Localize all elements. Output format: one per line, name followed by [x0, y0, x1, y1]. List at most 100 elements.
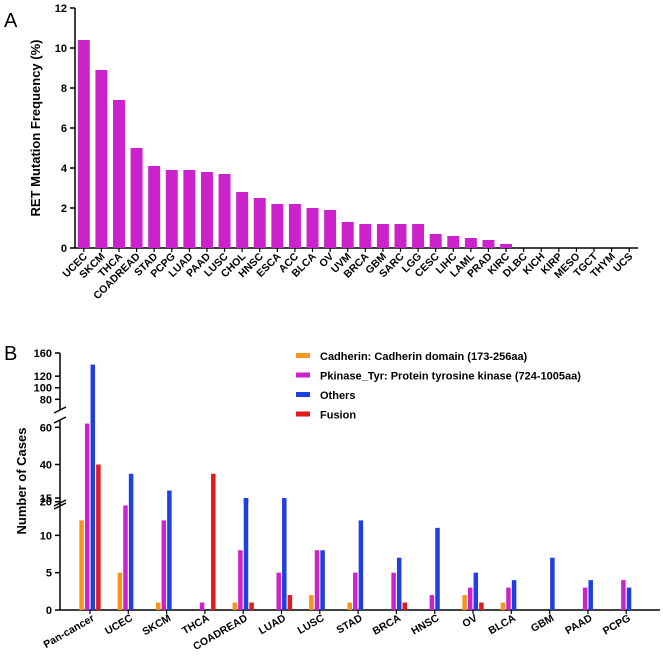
panel-a-ylabel: RET Mutation Frequency (%): [28, 40, 43, 217]
panel-b-bar: [128, 498, 134, 610]
panel-b-bar: [243, 498, 249, 504]
panel-b-bar: [435, 527, 440, 610]
panel-b-bar: [123, 505, 128, 610]
panel-a-bar: [447, 236, 460, 248]
panel-b-ytick-label: 120: [34, 371, 52, 383]
panel-b-bar: [90, 418, 96, 498]
panel-b-legend: Cadherin: Cadherin domain (173-256aa) Pki…: [296, 351, 581, 422]
panel-b-bar: [309, 595, 314, 610]
panel-a-bar: [288, 204, 301, 248]
panel-b-bar: [211, 498, 216, 610]
panel-b-bar: [199, 602, 205, 610]
panel-a-bar: [464, 238, 477, 248]
panel-b-bar: [238, 550, 243, 610]
panel-b-category-label: BRCA: [371, 612, 404, 638]
panel-b-bar: [276, 572, 281, 610]
panel-b-bar: [396, 557, 402, 610]
panel-b-ytick-label: 15: [40, 493, 52, 505]
panel-a-ytick-label: 10: [55, 43, 67, 55]
panel-a-bar: [95, 70, 108, 248]
panel-b-bar: [96, 498, 101, 610]
panel-a-label: A: [4, 10, 18, 32]
legend-swatch: [296, 372, 310, 378]
panel-b-ytick-label: 0: [46, 605, 52, 617]
panel-b-bar: [249, 602, 254, 610]
panel-a-bar: [482, 240, 495, 248]
panel-b-category-label: LUSC: [296, 612, 327, 637]
panel-b-bar: [84, 498, 90, 610]
panel-b-bar: [621, 580, 626, 610]
panel-b-ylabel: Number of Cases: [14, 428, 29, 535]
panel-a-ytick-label: 8: [61, 83, 67, 95]
panel-b-bar: [358, 520, 364, 610]
panel-b-bar: [96, 464, 101, 498]
panel-a-ytick-label: 2: [61, 203, 67, 215]
panel-a-bar: [341, 222, 354, 248]
panel-a-bar: [148, 166, 161, 248]
panel-a-bar: [324, 210, 337, 248]
panel-b-bar: [391, 572, 396, 610]
panel-b-ytick-label: 40: [40, 460, 52, 472]
legend-swatch: [296, 411, 310, 417]
panel-a-bar: [77, 40, 90, 248]
panel-a-bar: [412, 224, 425, 248]
panel-b-bar: [582, 587, 588, 610]
panel-b-ytick-label: 60: [40, 422, 52, 434]
legend-label: Others: [320, 390, 355, 402]
panel-b-bar: [282, 498, 287, 610]
panel-b-bar: [347, 602, 352, 610]
panel-b-category-label: LUAD: [257, 612, 289, 637]
panel-a-bar: [236, 192, 249, 248]
panel-b-category-label: BLCA: [487, 612, 519, 637]
panel-b-category-label: SKCM: [140, 612, 173, 638]
panel-b-bar: [243, 498, 249, 610]
panel-a-ytick-label: 0: [61, 243, 67, 255]
panel-a-bar: [200, 172, 213, 248]
panel-a-category-label: UCS: [611, 251, 635, 275]
panel-b-bar: [500, 602, 506, 610]
panel-b-bar: [550, 557, 555, 610]
panel-a-bar: [359, 224, 372, 248]
panel-a-bar: [183, 170, 196, 248]
legend-swatch: [296, 392, 310, 397]
panel-a-bar: [394, 224, 407, 248]
panel-b-bar: [167, 490, 172, 498]
panel-b-category-label: Pan-cancer: [41, 612, 96, 651]
panel-b-bar: [287, 595, 293, 610]
panel-b-ytick-label: 100: [34, 383, 52, 395]
panel-b-label: B: [4, 343, 17, 365]
panel-a-ytick-label: 12: [55, 3, 67, 15]
panel-b-category-label: UCEC: [103, 612, 135, 637]
panel-b-ytick-label: 20: [40, 497, 52, 509]
panel-b-category-label: PCPG: [601, 612, 633, 637]
panel-b-bar: [462, 595, 467, 610]
panel-a-ytick-label: 4: [61, 163, 68, 175]
panel-b-bar: [467, 587, 473, 610]
panel-b-bar: [84, 423, 90, 498]
panel-b-bar: [402, 602, 408, 610]
panel-b-ytick-label: 80: [40, 394, 52, 406]
panel-b-bar: [128, 473, 134, 498]
panel-b-category-label: HNSC: [409, 612, 441, 637]
panel-a-plot: 024681012UCECSKCMTHCACOADREADSTADPCPGLUA…: [55, 3, 638, 302]
panel-b-axis-break-mark: [53, 406, 67, 414]
panel-a-bar: [113, 100, 125, 248]
legend-label: Fusion: [320, 410, 356, 422]
panel-b-axis-break-mark: [53, 499, 67, 507]
panel-a-bar: [130, 148, 143, 248]
panel-b-bar: [155, 602, 161, 610]
panel-a-bar: [429, 234, 442, 248]
panel-b-bar: [473, 572, 479, 610]
panel-b-ytick-label: 5: [46, 568, 52, 580]
panel-b-bar: [506, 587, 511, 610]
panel-b-bar: [320, 550, 325, 610]
panel-b-bar: [211, 473, 216, 498]
panel-b-bar: [626, 587, 632, 610]
legend-label: Pkinase_Tyr: Protein tyrosine kinase (72…: [320, 371, 581, 383]
panel-b-ytick-label: 160: [34, 348, 52, 360]
panel-b-category-label: PAAD: [563, 612, 594, 637]
panel-a-bar: [218, 174, 231, 248]
panel-b-category-label: GBM: [529, 612, 556, 635]
panel-b-bar: [429, 595, 435, 610]
